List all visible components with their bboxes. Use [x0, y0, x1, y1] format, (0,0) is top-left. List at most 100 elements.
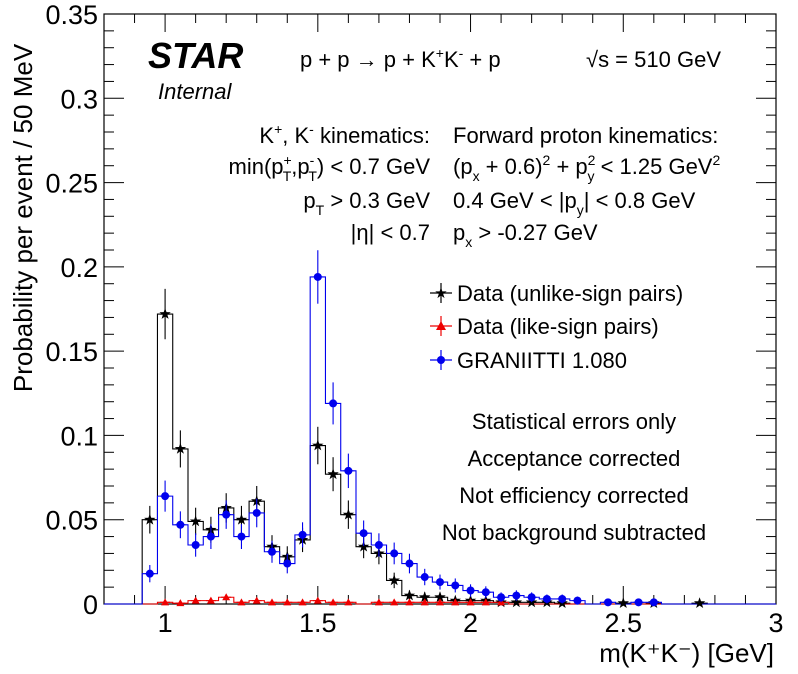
- point-graniitti: [649, 598, 658, 607]
- point-graniitti: [298, 530, 307, 539]
- point-graniitti: [573, 596, 582, 605]
- point-like-sign: [252, 596, 261, 604]
- point-unlike-sign: [159, 308, 171, 319]
- point-like-sign: [237, 598, 246, 606]
- point-unlike-sign: [327, 468, 339, 480]
- y-tick-label: 0.25: [45, 169, 98, 199]
- star-logo: STAR: [148, 35, 243, 76]
- y-tick-label: 0: [83, 590, 98, 620]
- internal-label: Internal: [158, 79, 232, 104]
- point-like-sign: [344, 598, 353, 606]
- legend-label-like: Data (like-sign pairs): [457, 314, 659, 339]
- point-like-sign: [436, 598, 444, 606]
- note-statistical: Statistical errors only: [472, 409, 676, 434]
- point-like-sign: [161, 598, 170, 606]
- legend: ★ Data (unlike-sign pairs) Data (like-si…: [430, 281, 683, 373]
- point-like-sign: [176, 599, 185, 607]
- point-unlike-sign: [693, 597, 706, 608]
- legend-marker-unlike: ★: [434, 284, 447, 302]
- point-graniitti: [436, 578, 444, 587]
- y-tick-label: 0.2: [60, 253, 98, 283]
- point-like-sign: [268, 598, 276, 606]
- x-axis-title: m(K⁺K⁻) [GeV]: [599, 638, 774, 668]
- point-graniitti: [451, 581, 460, 590]
- point-like-sign: [481, 598, 490, 606]
- point-graniitti: [420, 573, 429, 582]
- y-tick-label: 0.1: [60, 421, 98, 451]
- legend-entry-like-sign: Data (like-sign pairs): [430, 314, 659, 339]
- point-graniitti: [527, 593, 536, 602]
- point-like-sign: [390, 598, 399, 606]
- point-graniitti: [497, 593, 506, 602]
- proton-kinematics-header: Forward proton kinematics:: [453, 123, 718, 148]
- kaon-cut-pt: pT > 0.3 GeV: [303, 188, 430, 218]
- point-graniitti: [161, 492, 170, 501]
- point-like-sign: [191, 596, 200, 604]
- legend-marker-like: [436, 321, 446, 330]
- x-tick-label: 2.5: [604, 608, 642, 638]
- point-like-sign: [329, 598, 338, 606]
- point-graniitti: [344, 466, 353, 475]
- point-graniitti: [374, 541, 383, 549]
- reaction-label: p + p → p + K+K- + p: [300, 45, 501, 72]
- legend-label-graniitti: GRANIITTI 1.080: [457, 348, 627, 373]
- point-graniitti: [329, 399, 338, 408]
- kaon-kinematics-header: K+, K- kinematics:: [259, 121, 430, 148]
- proton-cut-3: px > -0.27 GeV: [453, 220, 598, 250]
- point-like-sign: [283, 598, 292, 606]
- point-unlike-sign: [403, 589, 416, 601]
- notes: Statistical errors only Acceptance corre…: [442, 409, 706, 545]
- point-graniitti: [191, 541, 200, 549]
- point-graniitti: [145, 569, 154, 578]
- kaon-cut-eta: |η| < 0.7: [351, 220, 430, 245]
- point-graniitti: [222, 510, 231, 519]
- point-like-sign: [298, 598, 307, 606]
- legend-entry-graniitti: GRANIITTI 1.080: [430, 348, 627, 373]
- point-graniitti: [604, 598, 612, 607]
- kaon-cut-min-pt: min(p+ T,p-T) < 0.7 GeV: [229, 152, 431, 184]
- point-graniitti: [558, 594, 567, 603]
- data-points: [144, 250, 706, 608]
- point-unlike-sign: [189, 515, 202, 527]
- y-tick-label: 0.05: [45, 506, 98, 536]
- note-acceptance: Acceptance corrected: [468, 446, 681, 471]
- x-tick-label: 1: [158, 608, 173, 638]
- point-graniitti: [359, 529, 368, 538]
- point-graniitti: [481, 588, 490, 597]
- x-tick-label: 2: [463, 608, 478, 638]
- point-graniitti: [237, 532, 246, 541]
- point-graniitti: [283, 559, 292, 568]
- point-unlike-sign: [617, 597, 629, 608]
- point-like-sign: [466, 598, 475, 606]
- point-graniitti: [390, 549, 399, 558]
- point-unlike-sign: [357, 540, 370, 552]
- point-unlike-sign: [434, 591, 446, 603]
- x-tick-label: 1.5: [299, 608, 337, 638]
- legend-label-unlike: Data (unlike-sign pairs): [457, 281, 683, 306]
- point-unlike-sign: [312, 439, 324, 451]
- point-unlike-sign: [510, 596, 523, 608]
- point-graniitti: [405, 559, 414, 568]
- point-unlike-sign: [388, 574, 400, 586]
- sqrt-s-label: √s = 510 GeV: [586, 47, 721, 72]
- y-tick-label: 0.15: [45, 337, 98, 367]
- point-unlike-sign: [174, 442, 187, 454]
- point-like-sign: [206, 596, 215, 604]
- point-like-sign: [313, 596, 322, 604]
- y-tick-label: 0.3: [60, 84, 98, 114]
- legend-entry-unlike-sign: ★ Data (unlike-sign pairs): [430, 281, 683, 306]
- proton-cut-2: 0.4 GeV < |py| < 0.8 GeV: [453, 188, 696, 218]
- point-graniitti: [466, 586, 475, 595]
- legend-marker-graniitti: [437, 356, 445, 364]
- x-tick-label: 3: [768, 608, 783, 638]
- point-unlike-sign: [144, 513, 156, 525]
- note-efficiency: Not efficiency corrected: [459, 483, 688, 508]
- point-like-sign: [374, 598, 383, 606]
- y-axis-title: Probability per event / 50 MeV: [8, 43, 38, 392]
- point-like-sign: [405, 598, 414, 606]
- point-graniitti: [206, 532, 215, 541]
- point-graniitti: [542, 594, 551, 603]
- point-graniitti: [313, 272, 322, 281]
- point-like-sign: [222, 593, 231, 601]
